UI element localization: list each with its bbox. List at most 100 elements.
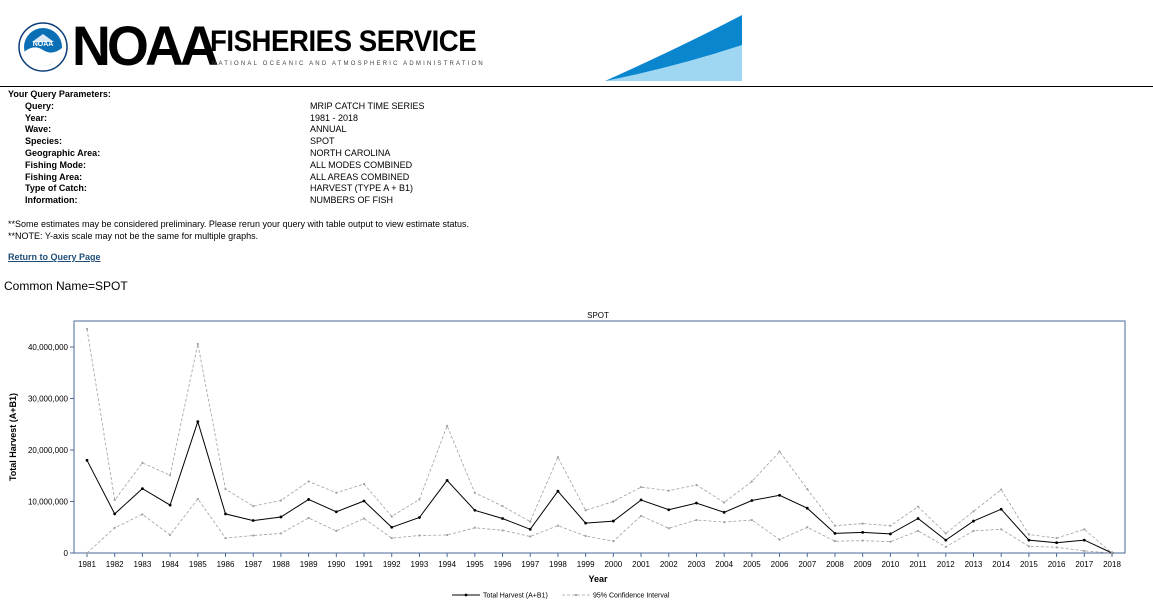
param-value: NUMBERS OF FISH — [310, 195, 394, 206]
param-label: Fishing Mode: — [25, 159, 86, 170]
ci-point — [418, 534, 421, 537]
x-tick-label: 1983 — [134, 560, 152, 569]
param-row: Species: SPOT — [8, 136, 335, 148]
param-label: Query: — [25, 100, 55, 111]
ci-point — [1083, 528, 1086, 531]
ci-point — [695, 483, 698, 487]
param-value: ANNUAL — [310, 124, 347, 135]
x-tick-label: 1982 — [106, 560, 124, 569]
harvest-point — [334, 510, 338, 514]
ci-point — [556, 456, 560, 459]
ci-point — [750, 480, 753, 483]
ci-point — [501, 529, 504, 532]
x-tick-label: 2005 — [743, 560, 761, 569]
x-tick-label: 2013 — [965, 560, 983, 569]
ci-point — [362, 482, 366, 486]
ci-point — [778, 450, 781, 453]
ci-point — [169, 474, 172, 477]
ci-point — [335, 491, 338, 494]
x-tick-label: 1999 — [577, 560, 595, 569]
ci-point — [252, 505, 255, 508]
param-value: ALL MODES COMBINED — [310, 159, 413, 170]
harvest-point — [722, 510, 726, 514]
ci-point — [916, 529, 920, 532]
param-label: Fishing Area: — [25, 171, 83, 182]
plot-area — [73, 320, 1126, 554]
harvest-point — [1027, 538, 1031, 542]
ci-point — [723, 521, 726, 524]
harvest-point — [584, 521, 588, 525]
y-tick-label: 10,000,000 — [28, 498, 69, 507]
chart-title: SPOT — [587, 311, 609, 320]
brand-noaa: NOAA — [72, 14, 219, 77]
ci-point — [1000, 528, 1003, 531]
param-label: Type of Catch: — [25, 183, 87, 194]
x-tick-label: 1991 — [355, 560, 373, 569]
param-label: Geographic Area: — [25, 147, 101, 158]
x-tick-label: 1995 — [466, 560, 484, 569]
x-tick-label: 1984 — [161, 560, 179, 569]
note-preliminary: **Some estimates may be considered preli… — [8, 219, 470, 229]
ci-point — [723, 501, 726, 504]
param-row: Fishing Area: ALL AREAS COMBINED — [8, 171, 409, 184]
ci-point — [861, 522, 864, 525]
harvest-point — [944, 538, 948, 542]
ci-point — [639, 514, 643, 518]
ci-point — [196, 342, 199, 346]
note-y-axis: **NOTE: Y-axis scale may not be the same… — [8, 231, 259, 241]
harvest-point — [390, 525, 394, 529]
x-tick-label: 2012 — [937, 560, 955, 569]
param-row: Type of Catch: HARVEST (TYPE A + B1) — [8, 183, 413, 195]
harvest-point — [999, 507, 1003, 511]
harvest-point — [445, 478, 449, 482]
x-tick-label: 1988 — [272, 560, 290, 569]
param-label: Information: — [25, 195, 78, 206]
ci-point — [1110, 551, 1114, 555]
ci-point — [806, 488, 809, 491]
ci-point — [446, 533, 449, 537]
x-tick-label: 1992 — [383, 560, 401, 569]
param-label: Wave: — [25, 124, 52, 135]
x-tick-label: 2014 — [992, 560, 1010, 569]
ci-point — [1055, 546, 1058, 549]
ci-point — [473, 526, 476, 529]
ci-point — [944, 545, 947, 548]
harvest-point — [833, 532, 837, 535]
x-tick-label: 2018 — [1103, 560, 1121, 569]
ci-point — [501, 505, 504, 508]
param-row: Geographic Area: NORTH CAROLINA — [8, 147, 390, 160]
confidence-interval-line — [86, 328, 1113, 554]
ci-point — [889, 524, 892, 527]
param-value: NORTH CAROLINA — [310, 147, 391, 158]
x-tick-label: 2001 — [632, 560, 650, 569]
legend-label-ci: 95% Confidence Interval — [593, 593, 670, 600]
x-tick-label: 2017 — [1075, 560, 1093, 569]
x-tick-label: 1996 — [494, 560, 512, 569]
ci-point — [446, 424, 449, 427]
harvest-point — [1055, 541, 1058, 545]
ci-point — [418, 498, 421, 501]
x-tick-label: 1989 — [300, 560, 318, 569]
ci-point — [667, 527, 670, 530]
ci-point — [639, 485, 643, 489]
y-tick-label: 30,000,000 — [28, 395, 69, 404]
x-tick-label: 1993 — [411, 560, 429, 569]
harvest-point — [750, 499, 754, 502]
ci-point — [1027, 545, 1030, 548]
return-to-query-link[interactable]: Return to Query Page — [8, 252, 101, 262]
header-divider — [0, 86, 1153, 87]
harvest-point — [805, 506, 809, 510]
ci-point — [390, 536, 393, 540]
total-harvest-line — [86, 420, 1113, 554]
ci-point — [833, 540, 837, 543]
legend-marker-harvest — [464, 593, 468, 597]
ci-point — [529, 520, 532, 523]
ci-point — [972, 529, 975, 532]
y-tick-label: 40,000,000 — [28, 343, 69, 352]
x-tick-label: 1981 — [78, 560, 96, 569]
ci-point — [916, 505, 920, 508]
ci-point — [972, 510, 975, 513]
ci-point — [1083, 549, 1086, 553]
harvest-point — [611, 519, 615, 523]
seal-text: NOAA — [33, 41, 54, 48]
